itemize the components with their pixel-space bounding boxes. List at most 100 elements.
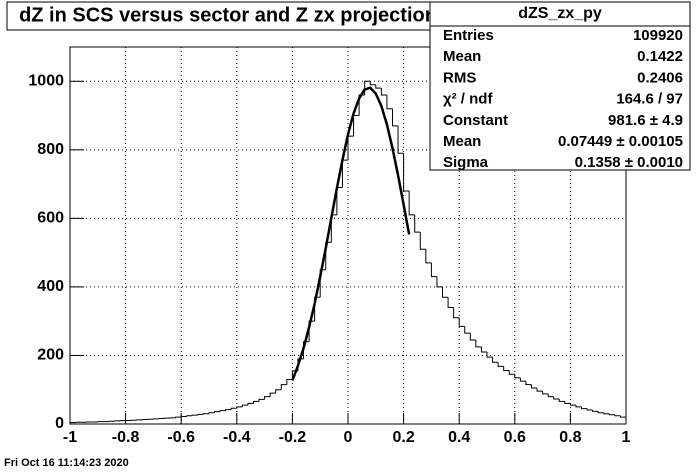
histogram-bin — [280, 384, 287, 390]
histogram-bin — [219, 410, 226, 412]
histogram-bin — [175, 416, 182, 418]
histogram-bin — [230, 407, 237, 410]
histogram-bin — [214, 411, 221, 413]
y-tick-label: 800 — [37, 141, 64, 158]
x-tick-label: -0.4 — [223, 429, 251, 446]
histogram-bin — [536, 388, 543, 392]
x-tick-label: -0.2 — [279, 429, 307, 446]
histogram-bin — [447, 297, 454, 308]
histogram-bin — [425, 249, 432, 264]
x-tick-label: -1 — [63, 429, 77, 446]
histogram-bin — [508, 370, 515, 375]
histogram-bin — [191, 414, 198, 416]
x-tick-label: 1 — [622, 429, 631, 446]
stats-value: 0.07449 ± 0.00105 — [558, 133, 683, 150]
stats-value: 0.2406 — [637, 69, 683, 86]
stats-box — [429, 1, 691, 171]
histogram-bin — [236, 406, 243, 409]
histogram-bin — [403, 153, 410, 192]
stats-label: χ² / ndf — [443, 91, 493, 108]
histogram-bin — [569, 403, 576, 406]
histogram-bin — [558, 398, 565, 402]
histogram-bin — [497, 362, 504, 367]
y-tick-label: 400 — [37, 278, 64, 295]
histogram-bin — [241, 404, 248, 407]
x-tick-label: 0.4 — [448, 429, 470, 446]
histogram-bin — [358, 94, 365, 116]
histogram-bin — [269, 392, 276, 397]
histogram-bin — [464, 326, 471, 334]
stats-label: RMS — [443, 69, 476, 86]
y-tick-label: 600 — [37, 210, 64, 227]
histogram-bin — [442, 286, 449, 298]
x-tick-label: 0.8 — [559, 429, 581, 446]
histogram-bin — [314, 296, 321, 322]
stats-label: Entries — [443, 27, 494, 44]
histogram-bin — [380, 88, 387, 96]
histogram-bin — [419, 232, 426, 250]
histogram-bin — [492, 357, 499, 363]
histogram-bin — [525, 381, 532, 386]
histogram-bin — [453, 307, 460, 319]
histogram-bin — [180, 415, 187, 418]
histogram-bin — [391, 108, 399, 127]
histogram-bin — [458, 317, 465, 327]
histogram-bin — [386, 94, 393, 110]
stats-label: Sigma — [443, 154, 489, 171]
histogram-bin — [564, 401, 571, 404]
histogram-bin — [614, 414, 621, 417]
histogram-bin — [603, 412, 610, 415]
histogram-bin — [408, 190, 415, 216]
stats-label: Mean — [443, 133, 481, 150]
histogram-bin — [258, 398, 265, 402]
histogram-bin — [197, 413, 204, 416]
histogram-bin — [530, 384, 538, 389]
stats-label: Mean — [443, 48, 481, 65]
histogram-bin — [369, 81, 376, 86]
histogram-bin — [397, 125, 404, 154]
histogram-bin — [69, 422, 76, 424]
histogram-bin — [264, 396, 271, 400]
histogram-bin — [542, 391, 549, 395]
histogram-bin — [480, 346, 487, 353]
histogram-bin — [247, 402, 254, 406]
histogram-bin — [586, 408, 593, 411]
x-tick-label: -0.6 — [167, 429, 195, 446]
stats-label: Constant — [443, 112, 508, 129]
stats-title: dZS_zx_py — [518, 5, 602, 22]
histogram-bin — [375, 84, 382, 89]
footer: Fri Oct 16 11:14:23 2020 — [4, 457, 129, 469]
stats-value: 164.6 / 97 — [616, 91, 683, 108]
fit-curve — [291, 86, 411, 381]
histogram-bin — [202, 413, 209, 415]
histogram-bin — [208, 412, 215, 414]
x-tick-label: -0.8 — [112, 429, 140, 446]
stats-value: 0.1358 ± 0.0010 — [575, 154, 683, 171]
histogram-bin — [430, 262, 437, 278]
histogram-bin — [519, 377, 526, 382]
histogram-bin — [608, 413, 615, 416]
histogram-bin — [547, 393, 554, 398]
histogram-bin — [414, 214, 421, 233]
histogram-bin — [581, 406, 588, 410]
histogram-bin — [619, 415, 627, 424]
histogram-bin — [469, 333, 476, 341]
y-tick-label: 1000 — [28, 72, 64, 89]
stats-value: 981.6 ± 4.9 — [608, 112, 683, 129]
histogram-bin — [592, 409, 599, 412]
histogram-bin — [225, 409, 232, 411]
x-tick-label: 0.6 — [504, 429, 526, 446]
histogram-bin — [252, 400, 260, 404]
y-tick-label: 0 — [55, 415, 64, 432]
x-tick-label: 0 — [344, 429, 353, 446]
histogram-bin — [597, 411, 604, 414]
histogram-bin — [514, 374, 521, 379]
chart-title: dZ in SCS versus sector and Z zx project… — [19, 4, 437, 26]
histogram-bin — [308, 320, 315, 342]
histogram-bin — [503, 366, 510, 372]
histogram-bin — [275, 389, 282, 394]
stats-value: 109920 — [633, 27, 683, 44]
histogram-bin — [553, 396, 560, 400]
histogram-bin — [575, 405, 582, 408]
histogram-bin — [286, 378, 293, 385]
